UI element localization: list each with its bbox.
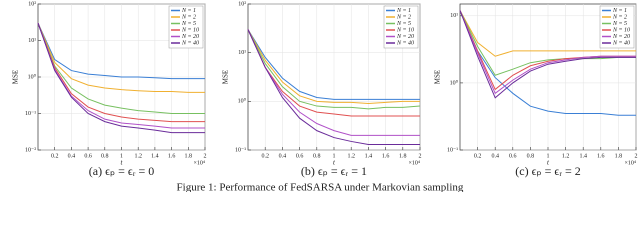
panel-caption: (b) ϵₚ = ϵᵣ = 1 bbox=[301, 164, 367, 178]
legend-label: N = 2 bbox=[612, 14, 627, 20]
x-tick-label: 0.2 bbox=[51, 153, 59, 159]
panel: 10⁻¹ 10⁰ 10¹ 10² 0.2 0.4 0.6 0.8 1 1.2 1.4 1.6 1.8 2×… bbox=[222, 1, 422, 177]
x-tick-label: 1.2 bbox=[562, 153, 570, 159]
series-line bbox=[459, 10, 636, 57]
series-line bbox=[247, 29, 420, 105]
legend-label: N = 10 bbox=[181, 27, 199, 33]
legend-label: N = 40 bbox=[396, 39, 414, 46]
series-line bbox=[459, 10, 636, 95]
x-tick-label: 1.4 bbox=[365, 153, 373, 159]
legend-label: N = 5 bbox=[181, 21, 196, 27]
x-tick-label: 1.8 bbox=[399, 153, 407, 159]
x-tick-label: 1 bbox=[120, 153, 123, 159]
panel-caption: (a) ϵₚ = ϵᵣ = 0 bbox=[89, 164, 154, 178]
panel-caption: (c) ϵₚ = ϵᵣ = 2 bbox=[515, 164, 580, 178]
x-tick-label: 1 bbox=[333, 153, 336, 159]
panel: 10⁻² 10⁻¹ 10⁰ 10¹ 10² 0.2 0.4 0.6 0.8 1 1.2 1.4 1.6 1… bbox=[12, 1, 207, 177]
legend-label: N = 40 bbox=[181, 39, 199, 46]
figure-caption: Figure 1: Performance of FedSARSA under … bbox=[177, 182, 464, 192]
legend-label: N = 1 bbox=[181, 8, 196, 14]
series-line bbox=[37, 22, 205, 114]
x-tick-label: 0.4 bbox=[68, 153, 76, 159]
series-line bbox=[37, 22, 205, 129]
legend-box bbox=[383, 5, 419, 49]
series-line bbox=[37, 22, 205, 134]
x-tick-label: 2 bbox=[204, 153, 207, 159]
x-tick-label: 0.2 bbox=[261, 153, 269, 159]
figure: Figure 1: Performance of FedSARSA under … bbox=[12, 1, 638, 192]
x-tick-label: 1.8 bbox=[185, 153, 193, 159]
x-tick-label: 2 bbox=[419, 153, 422, 159]
series-line bbox=[247, 29, 420, 136]
x-tick-label: 1.2 bbox=[134, 153, 142, 159]
x-tick-label: 0.6 bbox=[509, 153, 517, 159]
x-tick-label: 0.4 bbox=[491, 153, 499, 159]
x-axis-label: t bbox=[333, 159, 336, 167]
x-multiplier: ×10⁴ bbox=[409, 160, 420, 166]
x-axis-label: t bbox=[547, 159, 550, 167]
series-line bbox=[37, 22, 205, 123]
legend-label: N = 1 bbox=[612, 8, 627, 14]
x-tick-label: 1.4 bbox=[151, 153, 159, 159]
x-tick-label: 0.2 bbox=[474, 153, 482, 159]
legend-label: N = 20 bbox=[396, 34, 414, 40]
series-line bbox=[247, 29, 420, 100]
legend-box bbox=[599, 5, 635, 49]
series-line bbox=[37, 22, 205, 93]
panel: 10⁻¹ 10⁰ 10¹ 0.2 0.4 0.6 0.8 1 1.2 1.4 1.6 1.8 2×10⁴… bbox=[434, 3, 638, 178]
legend-label: N = 10 bbox=[396, 27, 414, 33]
legend-label: N = 5 bbox=[612, 21, 627, 27]
x-tick-label: 0.6 bbox=[84, 153, 92, 159]
y-tick-label: 10¹ bbox=[238, 50, 246, 56]
y-axis-label: MSE bbox=[12, 70, 20, 84]
x-tick-label: 0.8 bbox=[527, 153, 535, 159]
y-axis-label: MSE bbox=[434, 70, 442, 84]
x-tick-label: 0.8 bbox=[101, 153, 109, 159]
x-tick-label: 1.8 bbox=[615, 153, 623, 159]
y-tick-label: 10⁰ bbox=[450, 79, 459, 86]
legend-label: N = 2 bbox=[181, 14, 196, 20]
series-line bbox=[247, 29, 420, 117]
series-line bbox=[459, 10, 636, 99]
y-tick-label: 10⁻¹ bbox=[235, 147, 246, 153]
y-axis-label: MSE bbox=[222, 70, 230, 84]
series-line bbox=[37, 22, 205, 80]
x-tick-label: 0.4 bbox=[279, 153, 287, 159]
series-line bbox=[459, 10, 636, 76]
legend-label: N = 2 bbox=[396, 14, 411, 20]
series-line bbox=[247, 29, 421, 110]
legend-label: N = 10 bbox=[612, 27, 630, 33]
y-tick-label: 10⁻¹ bbox=[447, 147, 458, 153]
y-tick-label: 10² bbox=[28, 1, 36, 7]
legend-label: N = 20 bbox=[181, 34, 199, 40]
x-axis-label: t bbox=[121, 159, 124, 167]
x-tick-label: 1 bbox=[547, 153, 550, 159]
x-multiplier: ×10⁴ bbox=[625, 160, 636, 166]
y-tick-label: 10⁰ bbox=[238, 98, 247, 105]
page: {"chart_data": [ {"type": "line", "capti… bbox=[11, 1, 638, 192]
legend-label: N = 1 bbox=[396, 8, 411, 14]
x-tick-label: 0.6 bbox=[296, 153, 304, 159]
x-tick-label: 1.4 bbox=[579, 153, 587, 159]
y-tick-label: 10² bbox=[238, 1, 246, 7]
x-tick-label: 0.8 bbox=[313, 153, 321, 159]
x-tick-label: 2 bbox=[635, 153, 638, 159]
y-tick-label: 10¹ bbox=[28, 38, 36, 44]
y-tick-label: 10⁻¹ bbox=[25, 111, 36, 117]
legend-label: N = 5 bbox=[396, 21, 411, 27]
series-line bbox=[459, 10, 636, 116]
y-tick-label: 10⁰ bbox=[28, 73, 37, 80]
x-tick-label: 1.6 bbox=[382, 153, 390, 159]
x-tick-label: 1.6 bbox=[168, 153, 176, 159]
legend-box bbox=[168, 5, 204, 49]
x-multiplier: ×10⁴ bbox=[194, 160, 205, 166]
legend-label: N = 20 bbox=[612, 34, 630, 40]
y-tick-label: 10⁻² bbox=[25, 147, 36, 153]
y-tick-label: 10¹ bbox=[450, 13, 458, 19]
x-tick-label: 1.6 bbox=[597, 153, 605, 159]
x-tick-label: 1.2 bbox=[347, 153, 355, 159]
series-line bbox=[247, 29, 420, 145]
legend-label: N = 40 bbox=[612, 39, 630, 46]
